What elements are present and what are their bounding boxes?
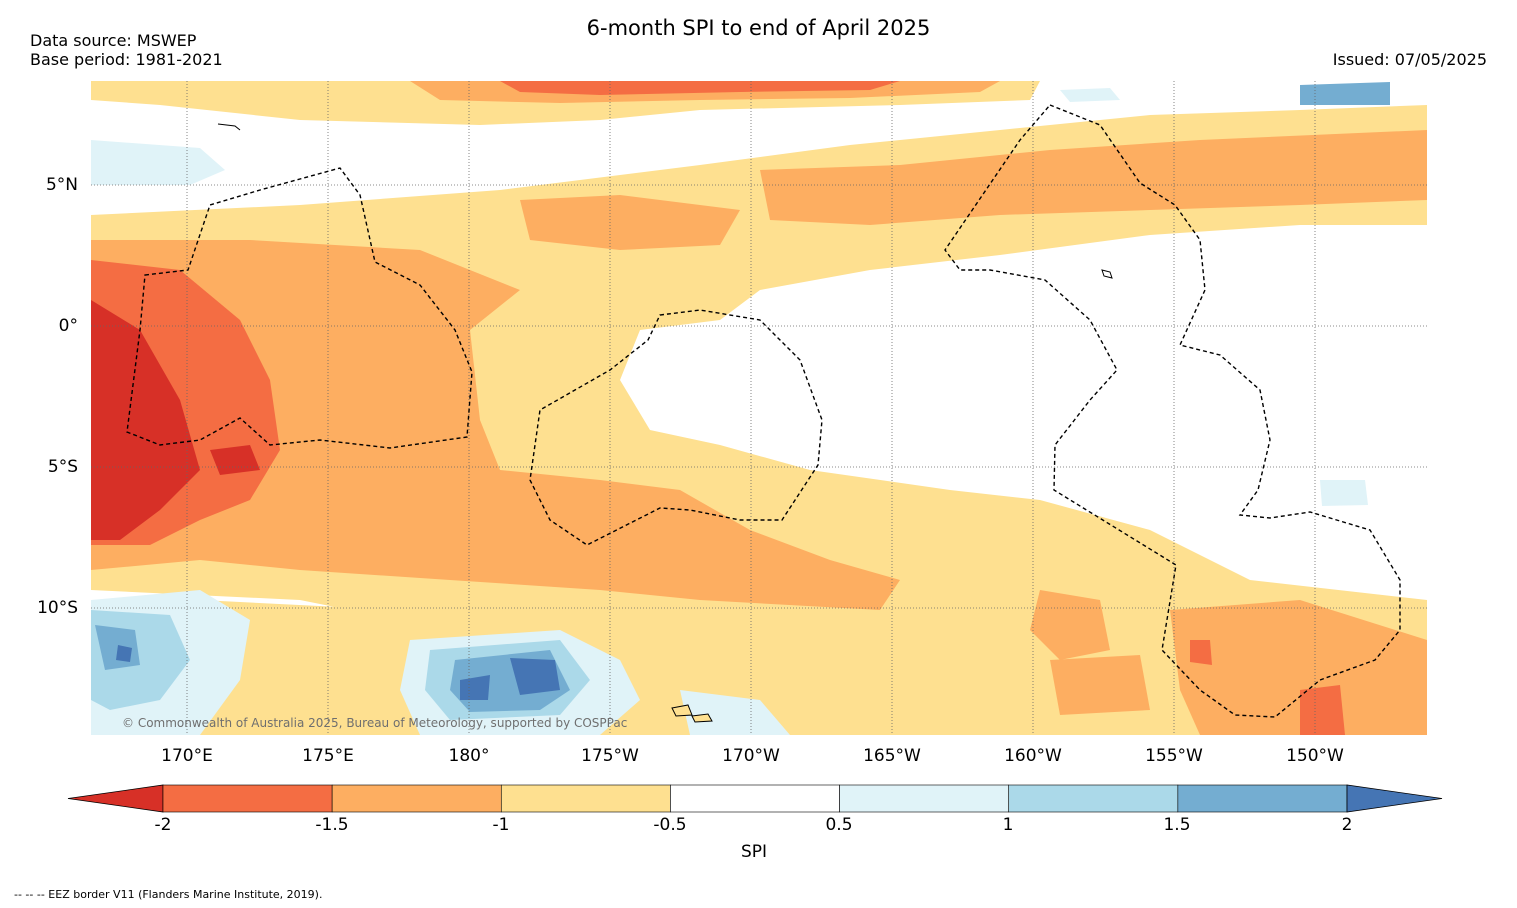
lon-label-175e: 175°E (302, 746, 354, 766)
colorbar-segment (1008, 784, 1179, 813)
lat-label-equator: 0° (58, 316, 78, 336)
colorbar-segment (500, 784, 671, 813)
colorbar-tick: -1 (492, 815, 510, 835)
lat-label-10s: 10°S (37, 598, 78, 618)
lon-label-155w: 155°W (1145, 746, 1203, 766)
colorbar-segment (839, 784, 1010, 813)
lon-label-180: 180° (448, 746, 490, 766)
map-title: 6-month SPI to end of April 2025 (586, 16, 931, 40)
copyright-notice: © Commonwealth of Australia 2025, Bureau… (122, 716, 628, 730)
eez-footnote: -- -- -- EEZ border V11 (Flanders Marine… (14, 888, 323, 901)
lon-label-150w: 150°W (1286, 746, 1344, 766)
colorbar-tick: -2 (154, 815, 172, 835)
spi-field (91, 81, 1427, 735)
island-outlines (217, 123, 1113, 723)
lat-label-5n: 5°N (45, 175, 78, 195)
colorbar-label: SPI (740, 842, 768, 862)
colorbar-tick: 1 (1002, 815, 1014, 835)
colorbar-tick: 1.5 (1163, 815, 1191, 835)
lon-label-170e: 170°E (161, 746, 213, 766)
colorbar-segment (1177, 784, 1348, 813)
colorbar-segment (331, 784, 502, 813)
colorbar-segment (670, 784, 840, 813)
base-period-label: Base period: 1981-2021 (30, 50, 223, 69)
colorbar-tick: 0.5 (825, 815, 853, 835)
data-source-label: Data source: MSWEP (30, 31, 197, 50)
colorbar-tick: 2 (1341, 815, 1353, 835)
colorbar-tick: -0.5 (653, 815, 687, 835)
graticule (91, 81, 1427, 735)
lon-label-160w: 160°W (1004, 746, 1062, 766)
lon-label-170w: 170°W (722, 746, 780, 766)
lat-label-5s: 5°S (47, 457, 78, 477)
lon-label-165w: 165°W (863, 746, 921, 766)
colorbar-segment (162, 784, 333, 813)
eez-border (126, 104, 1401, 718)
colorbar-extend-low (67, 784, 164, 813)
lon-label-175w: 175°W (581, 746, 639, 766)
colorbar-extend-high (1346, 784, 1443, 813)
colorbar-tick: -1.5 (315, 815, 349, 835)
issued-date-label: Issued: 07/05/2025 (1332, 50, 1487, 69)
